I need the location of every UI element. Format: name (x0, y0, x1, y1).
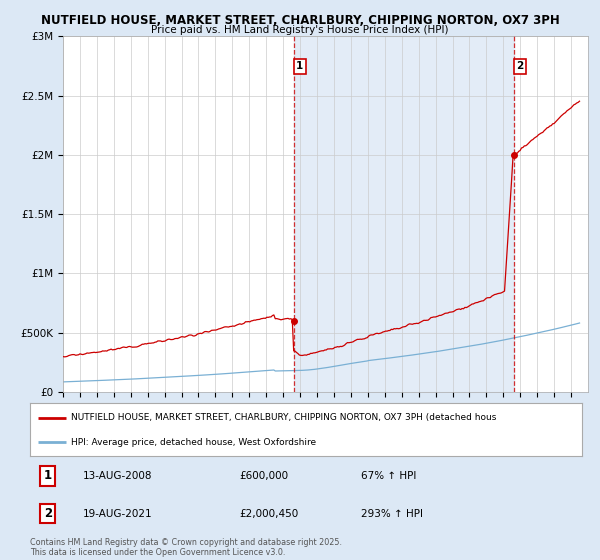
Text: Price paid vs. HM Land Registry's House Price Index (HPI): Price paid vs. HM Land Registry's House … (151, 25, 449, 35)
Bar (293, 36, 514, 392)
Text: Contains HM Land Registry data © Crown copyright and database right 2025.
This d: Contains HM Land Registry data © Crown c… (30, 538, 342, 557)
Text: 19-AUG-2021: 19-AUG-2021 (82, 508, 152, 519)
Text: 1: 1 (44, 469, 52, 482)
Text: £600,000: £600,000 (240, 471, 289, 481)
Text: 13-AUG-2008: 13-AUG-2008 (82, 471, 152, 481)
Text: 2: 2 (44, 507, 52, 520)
Text: £2,000,450: £2,000,450 (240, 508, 299, 519)
Text: 1: 1 (296, 61, 304, 71)
Text: 293% ↑ HPI: 293% ↑ HPI (361, 508, 423, 519)
Text: 67% ↑ HPI: 67% ↑ HPI (361, 471, 416, 481)
Text: NUTFIELD HOUSE, MARKET STREET, CHARLBURY, CHIPPING NORTON, OX7 3PH: NUTFIELD HOUSE, MARKET STREET, CHARLBURY… (41, 14, 559, 27)
Text: 2: 2 (517, 61, 524, 71)
Text: NUTFIELD HOUSE, MARKET STREET, CHARLBURY, CHIPPING NORTON, OX7 3PH (detached hou: NUTFIELD HOUSE, MARKET STREET, CHARLBURY… (71, 413, 497, 422)
Text: HPI: Average price, detached house, West Oxfordshire: HPI: Average price, detached house, West… (71, 437, 317, 446)
